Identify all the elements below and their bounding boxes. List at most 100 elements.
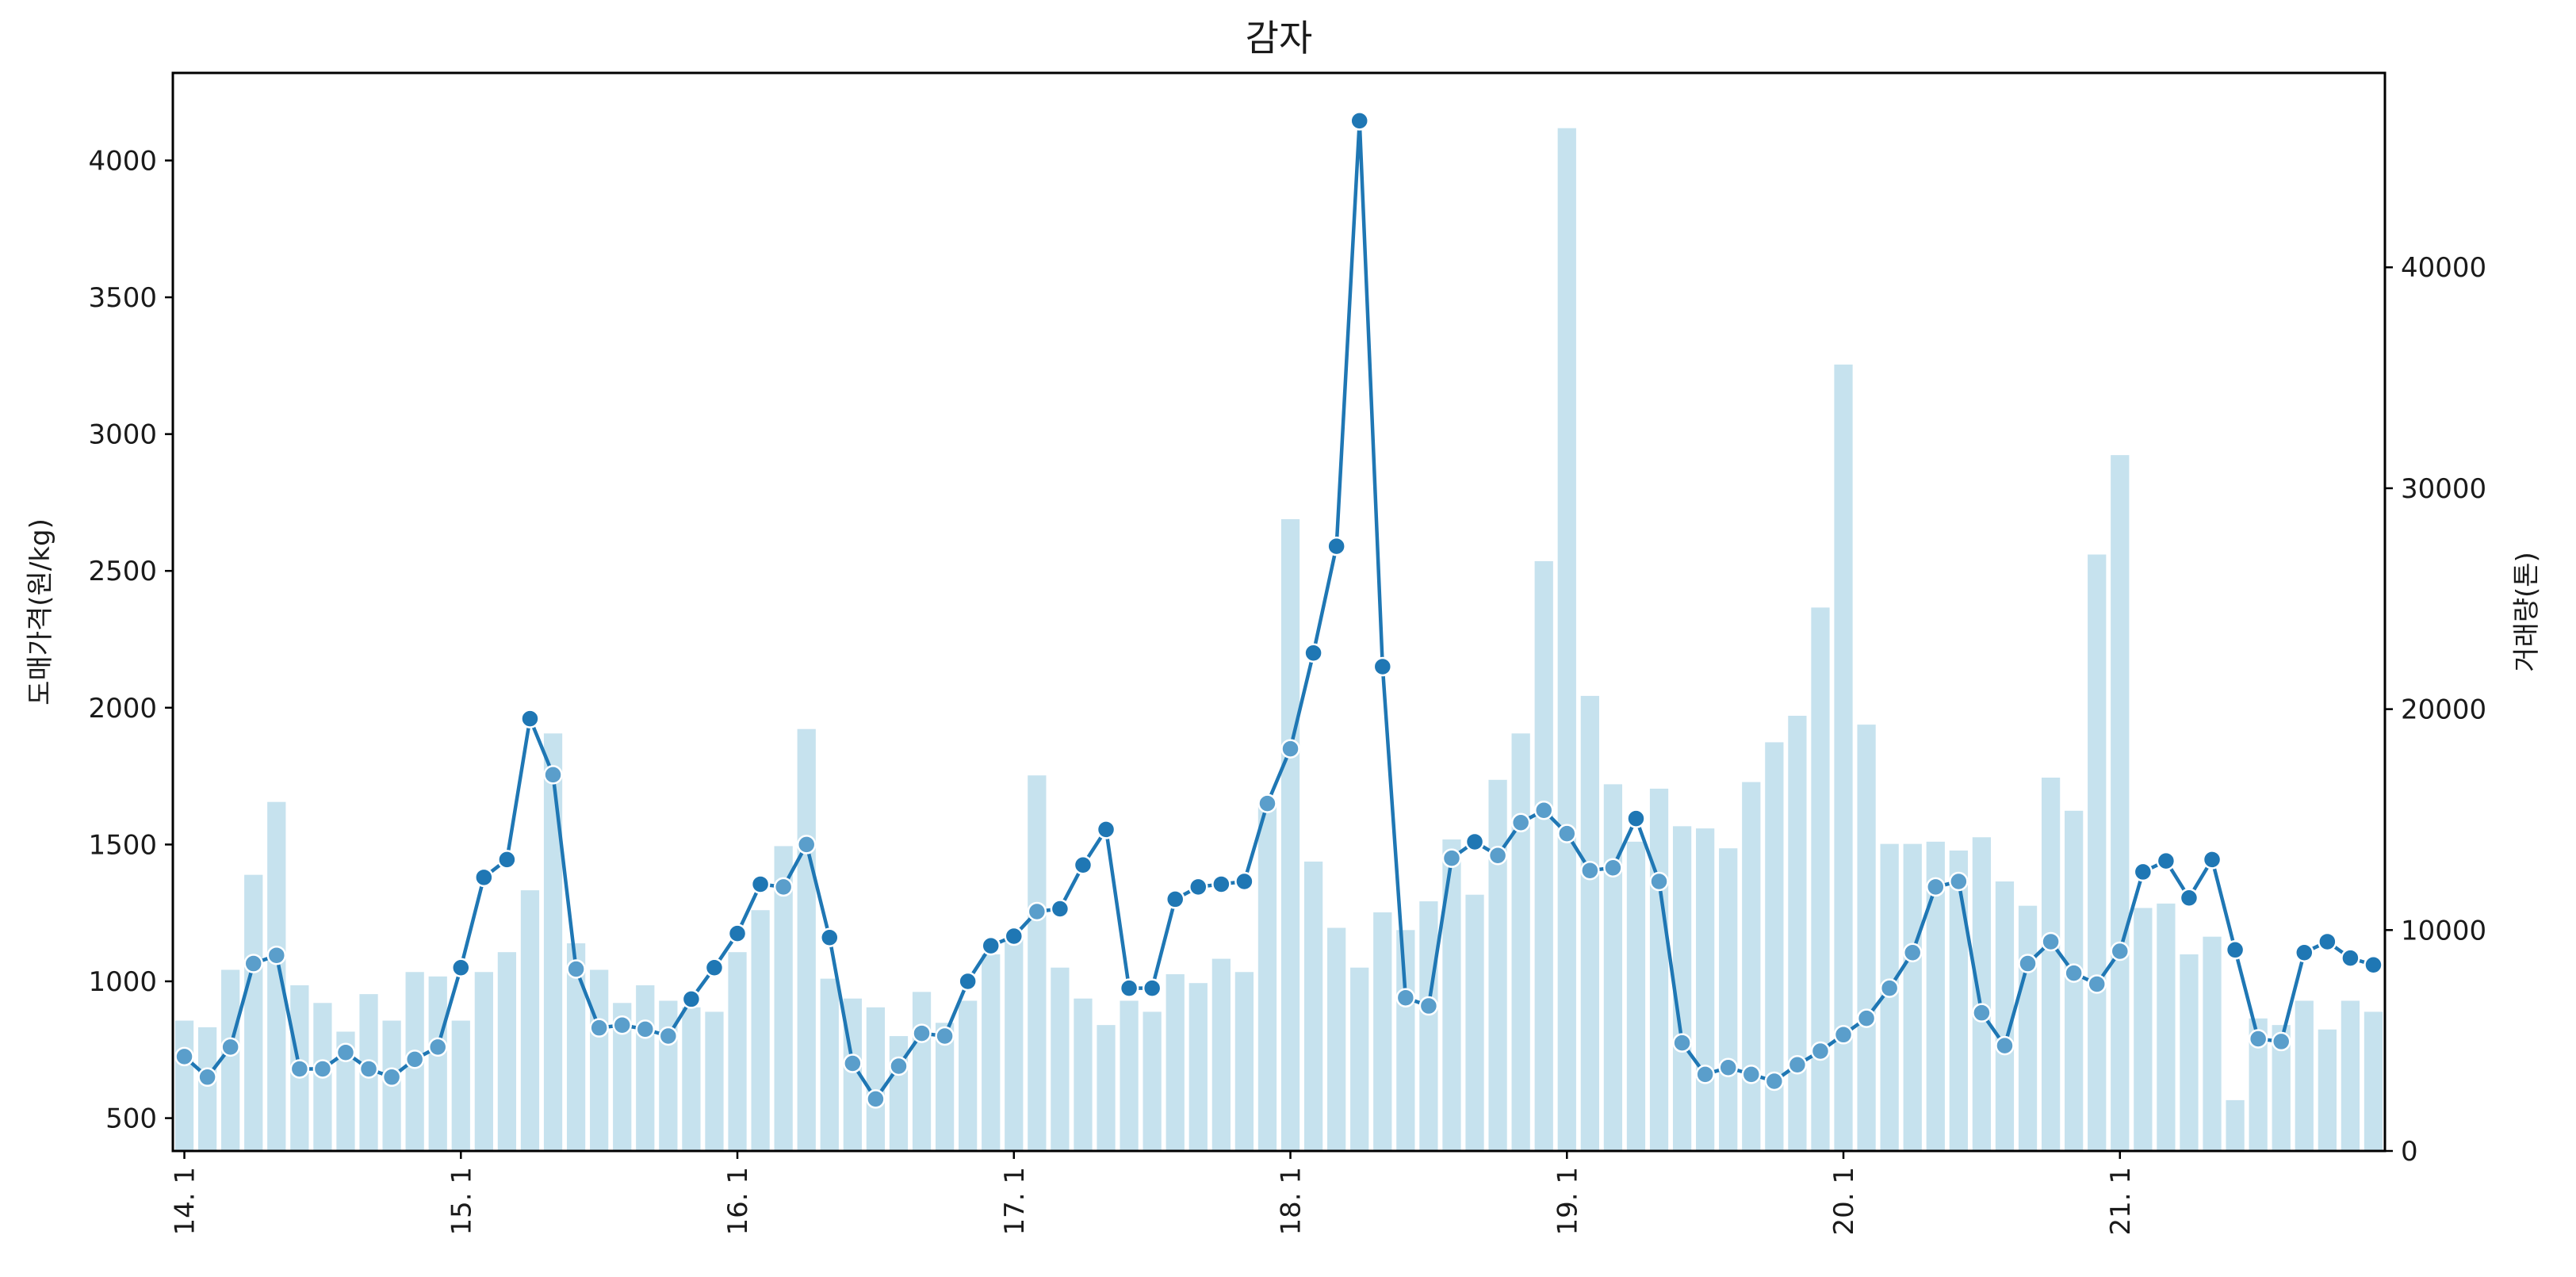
bar (1120, 1000, 1139, 1151)
data-point (566, 959, 586, 979)
left-tick-label: 3500 (88, 282, 157, 314)
bar (705, 1011, 724, 1151)
data-point (1603, 858, 1623, 877)
left-tick-label: 2000 (88, 693, 157, 725)
data-point (1027, 901, 1047, 922)
bar (613, 1003, 632, 1151)
data-point (1142, 978, 1162, 998)
data-point (612, 1015, 632, 1035)
data-point (1418, 996, 1439, 1016)
bar (267, 801, 286, 1151)
data-point (2156, 851, 2176, 871)
bar (1303, 861, 1323, 1151)
bar (2088, 554, 2107, 1151)
bar (497, 952, 517, 1151)
bar (1926, 841, 1945, 1151)
bar (2226, 1099, 2245, 1151)
data-point (1695, 1065, 1715, 1084)
data-point (1972, 1003, 1992, 1023)
data-point (773, 877, 794, 897)
right-tick-label: 40000 (2401, 252, 2486, 284)
bar (1857, 725, 1876, 1151)
bar (636, 985, 655, 1151)
bar (590, 969, 609, 1151)
bar (1488, 779, 1507, 1151)
bar (820, 978, 839, 1151)
data-point (1119, 978, 1139, 998)
bar (1097, 1025, 1116, 1151)
data-point (1280, 739, 1300, 759)
bar (2018, 905, 2038, 1151)
x-tick-label: 20. 1 (1828, 1167, 1860, 1236)
bar (2203, 936, 2222, 1151)
data-point (2179, 888, 2199, 908)
y-axis-label-right: 거래량(톤) (2511, 552, 2543, 672)
data-point (1349, 111, 1369, 131)
bar (1442, 839, 1461, 1151)
data-point (1533, 801, 1554, 820)
bar (1211, 958, 1231, 1151)
data-point (474, 867, 494, 888)
data-point (1879, 978, 1900, 998)
bar (474, 972, 493, 1151)
bar (1903, 843, 1922, 1151)
data-point (2133, 862, 2153, 882)
data-point (1050, 899, 1070, 919)
bar (982, 954, 1001, 1151)
left-tick-label: 500 (105, 1103, 157, 1135)
data-point (912, 1023, 932, 1043)
x-tick-label: 21. 1 (2105, 1167, 2137, 1236)
bar (751, 910, 770, 1151)
data-point (2271, 1031, 2291, 1052)
data-point (981, 935, 1001, 956)
bar (2134, 908, 2153, 1151)
data-point (2110, 941, 2130, 962)
bar (1534, 560, 1553, 1151)
x-tick-label: 15. 1 (446, 1167, 477, 1236)
right-axis: 0 10000 20000 30000 40000 (2385, 252, 2486, 1168)
bar (1350, 967, 1369, 1151)
data-point (1810, 1041, 1831, 1061)
data-point (1188, 877, 1208, 897)
data-point (658, 1026, 679, 1046)
data-point (889, 1056, 909, 1076)
bar (1234, 972, 1254, 1151)
bar (1373, 912, 1392, 1151)
data-point (1303, 643, 1323, 663)
bar (1327, 927, 1346, 1151)
bar (1696, 828, 1715, 1151)
data-point (1833, 1025, 1854, 1045)
bar (1143, 1011, 1162, 1151)
bar (1280, 518, 1300, 1151)
data-point (704, 958, 725, 977)
data-point (681, 989, 702, 1009)
bar (2295, 1000, 2314, 1151)
bar (1649, 788, 1669, 1151)
bar (797, 728, 816, 1151)
left-tick-label: 2500 (88, 556, 157, 587)
bar (682, 1007, 701, 1151)
x-tick-label: 19. 1 (1552, 1167, 1583, 1236)
data-point (2248, 1029, 2268, 1049)
data-point (1902, 942, 1923, 962)
data-point (1649, 871, 1669, 892)
data-point (1096, 820, 1116, 839)
data-point (2202, 850, 2222, 870)
bar (1166, 974, 1185, 1151)
bar (1005, 936, 1024, 1151)
data-point (1741, 1065, 1762, 1084)
bar (935, 1023, 955, 1151)
data-point (2064, 963, 2084, 983)
bar (1949, 850, 1968, 1151)
bar (2041, 778, 2061, 1151)
data-point (312, 1059, 333, 1079)
data-point (243, 954, 263, 973)
data-point (589, 1018, 609, 1038)
bar (1465, 894, 1484, 1151)
data-point (1856, 1008, 1877, 1028)
bar (1028, 775, 1047, 1151)
x-axis: 14. 1 15. 1 16. 1 17. 1 18. 1 19. 1 20. 1 21. 1 (170, 1151, 2137, 1236)
data-point (796, 835, 817, 855)
left-tick-label: 1000 (88, 966, 157, 998)
bar (1995, 881, 2015, 1151)
